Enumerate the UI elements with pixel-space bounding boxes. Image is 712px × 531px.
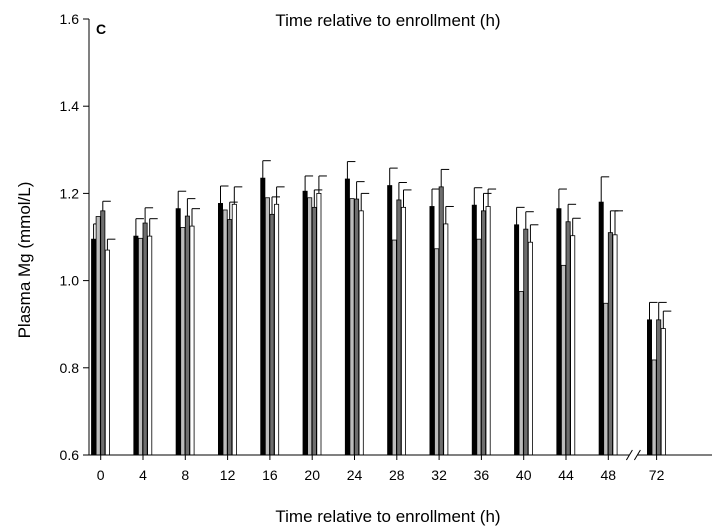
- bar-40h-series-1: [515, 225, 519, 455]
- x-tick-label: 24: [347, 467, 363, 483]
- bar-28h-series-3: [397, 200, 401, 455]
- bar-48h-series-1: [599, 202, 603, 455]
- bar-20h-series-1: [303, 191, 307, 455]
- bar-48h-series-3: [608, 233, 612, 455]
- chart-title: Time relative to enrollment (h): [275, 11, 500, 30]
- x-tick-label: 16: [262, 467, 278, 483]
- y-tick-label: 1.4: [60, 98, 80, 114]
- x-tick-label: 72: [649, 467, 665, 483]
- x-tick-label: 8: [181, 467, 189, 483]
- bar-72h-series-4: [661, 329, 665, 455]
- bar-8h-series-1: [176, 209, 180, 455]
- bar-16h-series-1: [261, 178, 265, 455]
- bar-44h-series-4: [571, 236, 575, 455]
- bar-16h-series-3: [270, 214, 274, 455]
- bar-4h-series-4: [148, 236, 152, 455]
- bar-0h-series-1: [92, 239, 96, 455]
- x-tick-label: 4: [139, 467, 147, 483]
- x-tick-label: 40: [516, 467, 532, 483]
- bar-40h-series-2: [519, 292, 523, 456]
- bar-32h-series-3: [439, 187, 443, 455]
- bar-8h-series-3: [185, 216, 189, 455]
- x-tick-label: 12: [220, 467, 236, 483]
- bar-0h-series-2: [96, 217, 100, 455]
- bar-20h-series-3: [312, 207, 316, 455]
- x-tick-label: 20: [304, 467, 320, 483]
- x-tick-label: 44: [558, 467, 574, 483]
- bar-4h-series-2: [138, 238, 142, 455]
- x-tick-label: 48: [601, 467, 617, 483]
- y-axis-title: Plasma Mg (mmol/L): [15, 182, 34, 339]
- bar-28h-series-4: [401, 207, 405, 455]
- bar-28h-series-1: [388, 186, 392, 455]
- bars-layer: [92, 161, 672, 455]
- bar-36h-series-3: [481, 211, 485, 455]
- bar-72h-series-1: [647, 320, 651, 455]
- y-tick-label: 1.2: [60, 185, 80, 201]
- bar-24h-series-1: [345, 179, 349, 455]
- bar-36h-series-1: [472, 205, 476, 455]
- x-axis-title: Time relative to enrollment (h): [275, 507, 500, 526]
- bar-12h-series-4: [232, 204, 236, 455]
- bar-8h-series-4: [190, 226, 194, 455]
- panel-label: C: [96, 21, 106, 37]
- bar-36h-series-4: [486, 206, 490, 455]
- bar-40h-series-4: [528, 242, 532, 455]
- bar-48h-series-4: [613, 235, 617, 455]
- bar-0h-series-4: [105, 250, 109, 455]
- bar-44h-series-1: [557, 209, 561, 455]
- bar-32h-series-4: [444, 224, 448, 455]
- bar-8h-series-2: [181, 227, 185, 455]
- bar-48h-series-2: [604, 303, 608, 455]
- bar-16h-series-4: [275, 204, 279, 455]
- bar-4h-series-1: [134, 236, 138, 455]
- x-tick-label: 0: [97, 467, 105, 483]
- y-tick-label: 0.8: [60, 360, 80, 376]
- y-tick-label: 1.6: [60, 11, 80, 27]
- bar-32h-series-1: [430, 206, 434, 455]
- bar-24h-series-4: [359, 211, 363, 455]
- bar-12h-series-1: [218, 203, 222, 455]
- bar-72h-series-2: [652, 360, 656, 455]
- bar-20h-series-2: [308, 198, 312, 455]
- bar-44h-series-2: [561, 265, 565, 455]
- bar-0h-series-3: [101, 211, 105, 455]
- x-tick-label: 32: [431, 467, 447, 483]
- bar-24h-series-2: [350, 199, 354, 455]
- bar-32h-series-2: [435, 249, 439, 455]
- bar-20h-series-4: [317, 193, 321, 455]
- y-tick-label: 0.6: [60, 447, 80, 463]
- y-tick-label: 1.0: [60, 273, 80, 289]
- x-tick-label: 28: [389, 467, 405, 483]
- bar-12h-series-2: [223, 210, 227, 455]
- bar-28h-series-2: [392, 240, 396, 455]
- bar-44h-series-3: [566, 222, 570, 455]
- bar-12h-series-3: [228, 220, 232, 455]
- bar-24h-series-3: [355, 199, 359, 455]
- bar-72h-series-3: [657, 320, 661, 455]
- x-tick-label: 36: [474, 467, 490, 483]
- bar-36h-series-2: [477, 239, 481, 455]
- bar-16h-series-2: [265, 198, 269, 455]
- bar-4h-series-3: [143, 223, 147, 455]
- bar-40h-series-3: [524, 229, 528, 455]
